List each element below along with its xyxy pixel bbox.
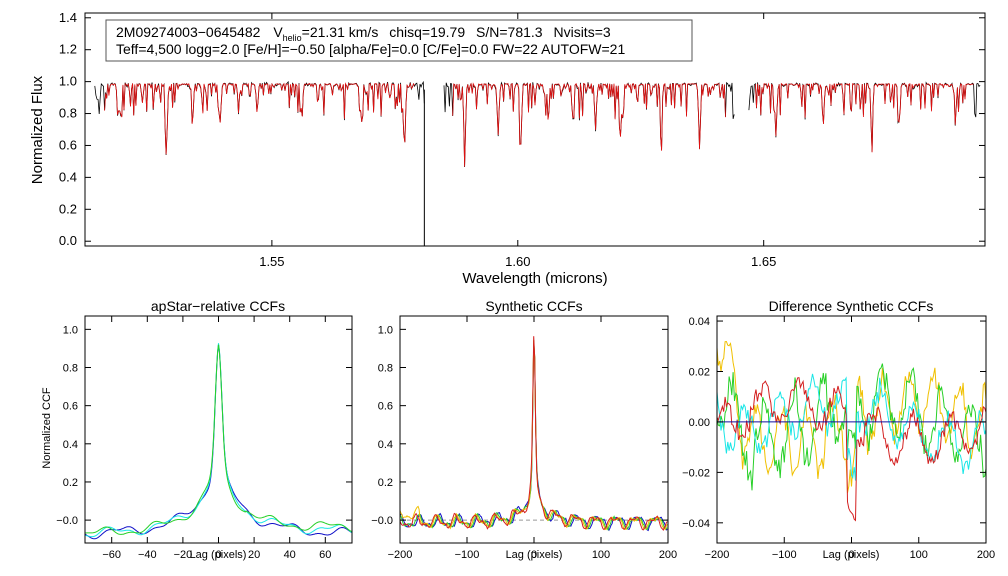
x-tick-label: 200 <box>977 549 995 561</box>
y-tick-label: 0.8 <box>378 363 393 375</box>
x-tick-label: −100 <box>455 549 480 561</box>
y-tick-label: −0.04 <box>682 518 710 530</box>
difference-ccf-line-4 <box>716 377 987 522</box>
y-tick-label: 0.0 <box>59 233 77 248</box>
y-tick-label: 0.4 <box>59 169 77 184</box>
difference-ccf-title: Difference Synthetic CCFs <box>769 298 934 314</box>
y-tick-label: −0.0 <box>371 515 393 527</box>
spectrum-annotation-line1: 2M09274003−0645482 Vhelio=21.31 km/s chi… <box>116 24 611 43</box>
y-tick-label: 0.8 <box>59 106 77 121</box>
apstar-ccf-plot-area <box>84 343 353 540</box>
apstar-ccf-title: apStar−relative CCFs <box>151 298 285 314</box>
difference-ccf-plot-area <box>716 340 987 522</box>
synthetic-ccf-xlabel: Lag (pixels) <box>506 549 563 561</box>
y-tick-label: 0.6 <box>378 401 393 413</box>
spectrum-ticks: 1.55 1.60 1.65 0.0 0.2 0.4 0.6 0.8 1.0 1.2 1.4 <box>59 10 985 269</box>
observed-spectrum-detector-1 <box>94 80 425 156</box>
spectrum-xlabel: Wavelength (microns) <box>462 270 607 287</box>
y-tick-label: −0.02 <box>682 467 710 479</box>
y-tick-label: 1.0 <box>378 324 393 336</box>
vhelio-value: =21.31 km/s <box>302 24 379 40</box>
x-tick-label: −20 <box>174 549 193 561</box>
snr-value: S/N=781.3 <box>476 24 543 40</box>
nvisits-value: Nvisits=3 <box>553 24 610 40</box>
y-tick-label: 0.6 <box>59 137 77 152</box>
spectrum-annotation-params: Teff=4,500 logg=2.0 [Fe/H]=−0.50 [alpha/… <box>116 41 625 57</box>
star-id: 2M09274003−0645482 <box>116 24 261 40</box>
difference-ccf-line-2 <box>716 363 987 491</box>
apstar-ccf-axes-frame <box>84 315 353 544</box>
x-tick-label: 200 <box>659 549 677 561</box>
spectrum-panel: 1.55 1.60 1.65 0.0 0.2 0.4 0.6 0.8 1.0 1.2 1.4 2M0… <box>29 10 986 287</box>
y-tick-label: 0.4 <box>63 439 78 451</box>
difference-ccf-line-3 <box>716 373 987 481</box>
apstar-ccf-xlabel: Lag (pixels) <box>190 549 247 561</box>
vhelio-label: V <box>273 24 283 40</box>
y-tick-label: 0.00 <box>689 417 710 429</box>
x-tick-label: 40 <box>284 549 296 561</box>
x-tick-label: 0 <box>848 549 854 561</box>
y-tick-label: 0.02 <box>689 366 710 378</box>
model-spectrum-detector-3 <box>755 82 974 153</box>
chisq-value: chisq=19.79 <box>389 24 465 40</box>
y-tick-label: 0.04 <box>689 316 710 328</box>
spectrum-ylabel: Normalized Flux <box>29 75 46 184</box>
difference-ccf-xlabel: Lag (pixels) <box>823 549 880 561</box>
y-tick-label: 0.2 <box>59 201 77 216</box>
y-tick-label: 0.4 <box>378 439 393 451</box>
apstar-ccf-ticks: −60 −40 −20 0 20 40 60 −0.0 0.2 0.4 0.6 0.8 1.0 <box>56 316 352 561</box>
x-tick-label: 1.55 <box>259 254 284 269</box>
x-tick-label: 60 <box>319 549 331 561</box>
x-tick-label: 1.65 <box>751 254 776 269</box>
x-tick-label: −200 <box>705 549 730 561</box>
x-tick-label: −100 <box>772 549 797 561</box>
y-tick-label: 1.0 <box>63 324 78 336</box>
model-spectrum-detector-1 <box>104 82 415 155</box>
spectrum-annotation-box <box>105 19 693 62</box>
apstar-ccf-line-3 <box>84 344 353 535</box>
y-tick-label: 0.2 <box>63 477 78 489</box>
x-tick-label: 100 <box>592 549 610 561</box>
x-tick-label: 0 <box>215 549 221 561</box>
x-tick-label: 1.60 <box>505 254 530 269</box>
x-tick-label: 0 <box>531 549 537 561</box>
synthetic-ccf-plot-area <box>399 336 668 532</box>
y-tick-label: −0.0 <box>56 515 78 527</box>
y-tick-label: 1.4 <box>59 10 77 25</box>
spectrum-plot-area <box>94 80 981 246</box>
difference-ccf-panel: Difference Synthetic CCFs −200 −100 0 100 20… <box>682 298 995 561</box>
apstar-ccf-line-2 <box>84 343 353 538</box>
synthetic-ccf-panel: Synthetic CCFs −200 −100 0 100 200 −0.0 0.2 0.4… <box>371 298 677 561</box>
difference-ccf-ticks: −200 −100 0 100 200 −0.04 −0.02 0.00 0.02 0.04 <box>682 316 995 561</box>
vhelio-subscript: helio <box>283 33 302 43</box>
y-tick-label: 0.8 <box>63 363 78 375</box>
y-tick-label: 1.0 <box>59 74 77 89</box>
spectrum-axes-frame <box>84 12 986 247</box>
x-tick-label: 100 <box>910 549 928 561</box>
x-tick-label: 20 <box>248 549 260 561</box>
apstar-ccf-panel: apStar−relative CCFs −60 −40 −20 0 20 40 60 −0.… <box>41 298 353 561</box>
x-tick-label: −200 <box>388 549 413 561</box>
apstar-ccf-ylabel: Normalized CCF <box>41 387 53 469</box>
y-tick-label: 0.6 <box>63 401 78 413</box>
model-spectrum-detector-2 <box>452 82 726 167</box>
synthetic-ccf-ticks: −200 −100 0 100 200 −0.0 0.2 0.4 0.6 0.8 1.0 <box>371 316 677 561</box>
x-tick-label: −40 <box>138 549 157 561</box>
synthetic-ccf-title: Synthetic CCFs <box>485 298 582 314</box>
difference-ccf-axes-frame <box>716 315 987 544</box>
y-tick-label: 0.2 <box>378 477 393 489</box>
x-tick-label: −60 <box>102 549 121 561</box>
synthetic-ccf-line-4 <box>399 336 668 531</box>
apstar-ccf-line-1 <box>84 344 353 540</box>
y-tick-label: 1.2 <box>59 42 77 57</box>
